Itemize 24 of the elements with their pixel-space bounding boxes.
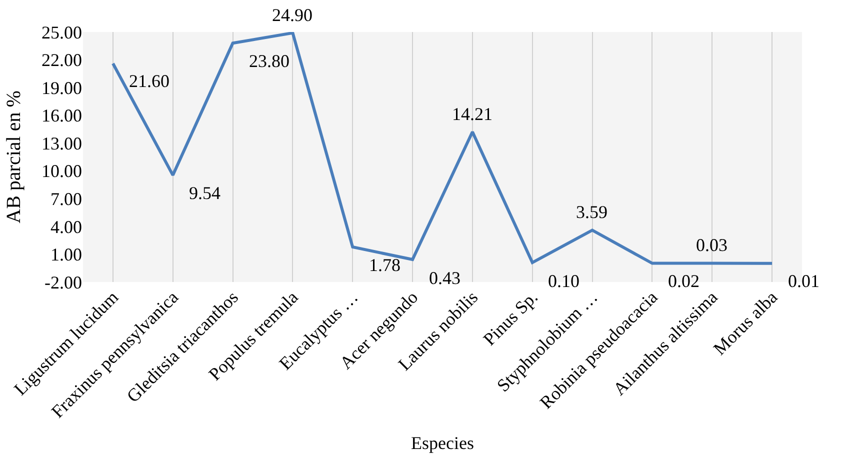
y-tick-label: 10.00	[42, 161, 82, 182]
y-tick-label: 25.00	[42, 22, 82, 42]
data-label: 1.78	[369, 255, 400, 275]
data-label: 3.59	[576, 202, 608, 222]
data-label: 0.43	[429, 268, 460, 288]
data-label: 14.21	[452, 104, 492, 124]
y-tick-label: 22.00	[42, 50, 82, 70]
data-label: 0.02	[668, 271, 700, 291]
data-label: 24.90	[272, 5, 312, 25]
y-tick-label: 7.00	[50, 188, 82, 209]
y-tick-label: -2.00	[44, 272, 82, 292]
data-label: 0.03	[696, 235, 728, 255]
y-tick-label: 1.00	[50, 244, 82, 265]
y-tick-label: 19.00	[42, 78, 82, 98]
y-tick-label: 16.00	[42, 106, 82, 126]
data-label: 23.80	[249, 51, 290, 71]
data-label: 9.54	[189, 183, 220, 203]
y-axis-title: AB parcial en %	[3, 90, 25, 224]
data-label: 0.01	[788, 271, 820, 291]
y-tick-label: 13.00	[42, 133, 82, 154]
data-label: 21.60	[129, 71, 170, 91]
y-tick-label: 4.00	[50, 216, 82, 237]
x-axis-title: Especies	[411, 432, 474, 453]
data-label: 0.10	[548, 271, 580, 291]
